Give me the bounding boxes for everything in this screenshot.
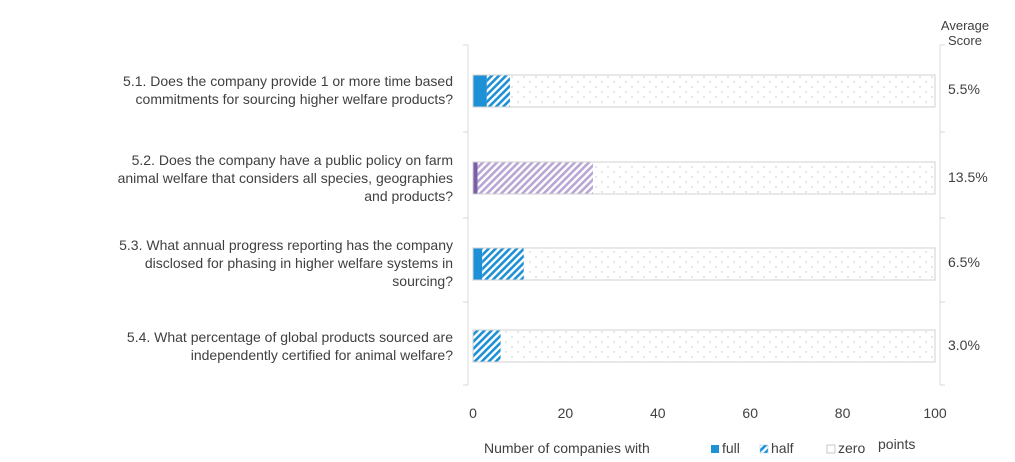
x-tick-label: 0 bbox=[469, 405, 477, 421]
category-label-line: commitments for sourcing higher welfare … bbox=[135, 91, 453, 107]
category-label-line: sourcing? bbox=[392, 273, 453, 289]
bar-full-3 bbox=[473, 248, 483, 280]
x-tick-label: 80 bbox=[835, 405, 851, 421]
bar-full-1 bbox=[473, 75, 487, 107]
bar-half-3 bbox=[482, 248, 524, 280]
category-label-line: and products? bbox=[364, 188, 453, 204]
category-label-line: disclosed for phasing in higher welfare … bbox=[144, 255, 453, 271]
x-tick-label: 60 bbox=[742, 405, 758, 421]
legend-swatch-full bbox=[711, 445, 719, 453]
average-score: 5.5% bbox=[948, 81, 980, 97]
legend-label-half: half bbox=[771, 440, 794, 456]
axis-layer: 0 20 40 60 80 100 bbox=[463, 44, 947, 421]
bar-zero-4 bbox=[500, 330, 935, 362]
x-tick-label: 40 bbox=[650, 405, 666, 421]
legend-swatches bbox=[711, 444, 836, 454]
average-score-header-line: Score bbox=[948, 33, 982, 48]
bar-zero-1 bbox=[509, 75, 935, 107]
legend-suffix: points bbox=[878, 436, 916, 452]
bar-outline bbox=[472, 74, 936, 108]
category-label: 5.1. Does the company provide 1 or more … bbox=[0, 72, 453, 108]
bar-full-2 bbox=[473, 162, 478, 194]
bar-half-2 bbox=[477, 162, 594, 194]
average-score: 3.0% bbox=[948, 337, 980, 353]
category-label: 5.2. Does the company have a public poli… bbox=[0, 151, 453, 205]
legend-swatch-zero bbox=[826, 444, 836, 454]
category-label-line: 5.1. Does the company provide 1 or more … bbox=[123, 73, 453, 89]
x-tick-label: 20 bbox=[558, 405, 574, 421]
category-label-line: 5.3. What annual progress reporting has … bbox=[119, 237, 453, 253]
legend-label-full: full bbox=[722, 440, 740, 456]
x-axis-label: Number of companies with bbox=[484, 440, 650, 456]
x-tick-label: 100 bbox=[923, 405, 947, 421]
legend-swatch-half bbox=[759, 444, 769, 454]
average-score-header: Average Score bbox=[930, 18, 1000, 48]
bars-layer bbox=[472, 74, 936, 363]
category-label: 5.3. What annual progress reporting has … bbox=[0, 236, 453, 290]
category-label-line: independently certified for animal welfa… bbox=[190, 347, 453, 363]
bar-zero-3 bbox=[523, 248, 935, 280]
bar-half-1 bbox=[486, 75, 510, 107]
legend-label-zero: zero bbox=[838, 440, 866, 456]
average-score-header-line: Average bbox=[940, 18, 990, 33]
bar-half-4 bbox=[473, 330, 501, 362]
category-label-line: animal welfare that considers all specie… bbox=[117, 170, 453, 186]
bar-outline bbox=[472, 329, 936, 363]
bar-outline bbox=[472, 247, 936, 281]
average-score: 6.5% bbox=[948, 254, 980, 270]
category-label-line: 5.4. What percentage of global products … bbox=[126, 329, 453, 345]
bar-zero-2 bbox=[593, 162, 935, 194]
average-score: 13.5% bbox=[948, 169, 988, 185]
category-label: 5.4. What percentage of global products … bbox=[0, 328, 453, 364]
category-label-line: 5.2. Does the company have a public poli… bbox=[131, 152, 453, 168]
bar-outline bbox=[472, 161, 936, 195]
